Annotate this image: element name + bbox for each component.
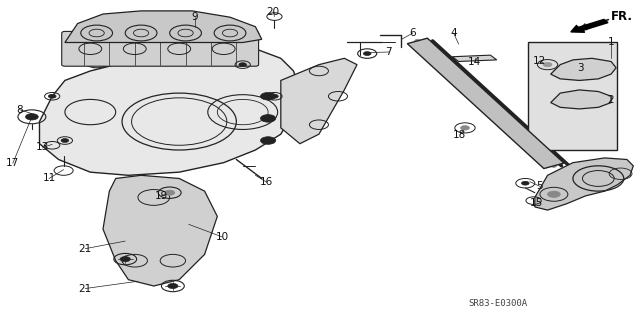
Circle shape xyxy=(120,256,131,262)
Polygon shape xyxy=(550,90,611,109)
Text: 10: 10 xyxy=(216,232,229,242)
Circle shape xyxy=(61,139,68,142)
Text: 14: 14 xyxy=(468,57,481,67)
Text: 3: 3 xyxy=(577,63,584,73)
Text: 12: 12 xyxy=(533,56,547,66)
Polygon shape xyxy=(407,38,564,168)
Text: 21: 21 xyxy=(79,284,92,293)
Circle shape xyxy=(49,94,56,98)
Text: 18: 18 xyxy=(453,130,467,140)
Circle shape xyxy=(550,164,557,167)
Circle shape xyxy=(473,93,479,96)
Text: 7: 7 xyxy=(385,47,392,57)
Text: 16: 16 xyxy=(260,177,273,187)
Circle shape xyxy=(531,146,538,150)
Text: 20: 20 xyxy=(267,6,280,17)
Circle shape xyxy=(548,191,560,197)
Circle shape xyxy=(414,39,420,42)
Circle shape xyxy=(512,129,518,132)
Polygon shape xyxy=(103,175,218,286)
Circle shape xyxy=(434,57,440,60)
Circle shape xyxy=(260,93,276,100)
Text: 4: 4 xyxy=(451,28,457,38)
Text: FR.: FR. xyxy=(611,10,633,23)
Circle shape xyxy=(271,94,278,98)
Polygon shape xyxy=(65,11,262,42)
Circle shape xyxy=(543,63,552,67)
Polygon shape xyxy=(550,58,616,80)
Circle shape xyxy=(364,52,371,56)
Text: 5: 5 xyxy=(536,182,543,191)
Polygon shape xyxy=(40,42,300,175)
Circle shape xyxy=(260,137,276,144)
Polygon shape xyxy=(452,55,497,62)
Text: 2: 2 xyxy=(608,95,614,105)
Circle shape xyxy=(260,115,276,122)
FancyBboxPatch shape xyxy=(61,32,259,66)
Circle shape xyxy=(164,190,175,195)
Circle shape xyxy=(522,181,529,185)
Circle shape xyxy=(168,284,178,288)
Text: 9: 9 xyxy=(192,11,198,22)
Text: 11: 11 xyxy=(42,174,56,183)
Polygon shape xyxy=(535,158,633,210)
Circle shape xyxy=(239,63,246,67)
FancyArrow shape xyxy=(571,19,608,32)
Text: 1: 1 xyxy=(608,38,614,48)
Text: 8: 8 xyxy=(16,105,22,115)
Polygon shape xyxy=(529,42,618,150)
Text: 17: 17 xyxy=(6,158,19,168)
Circle shape xyxy=(453,75,460,78)
Text: 15: 15 xyxy=(529,198,543,208)
Circle shape xyxy=(492,111,499,114)
Polygon shape xyxy=(281,58,357,144)
Text: 19: 19 xyxy=(155,191,168,201)
Circle shape xyxy=(461,126,469,130)
Text: 13: 13 xyxy=(36,143,49,152)
Circle shape xyxy=(580,68,591,72)
Text: 21: 21 xyxy=(79,244,92,254)
Text: SR83-E0300A: SR83-E0300A xyxy=(468,299,527,308)
Circle shape xyxy=(26,114,38,120)
Text: 6: 6 xyxy=(410,28,416,38)
